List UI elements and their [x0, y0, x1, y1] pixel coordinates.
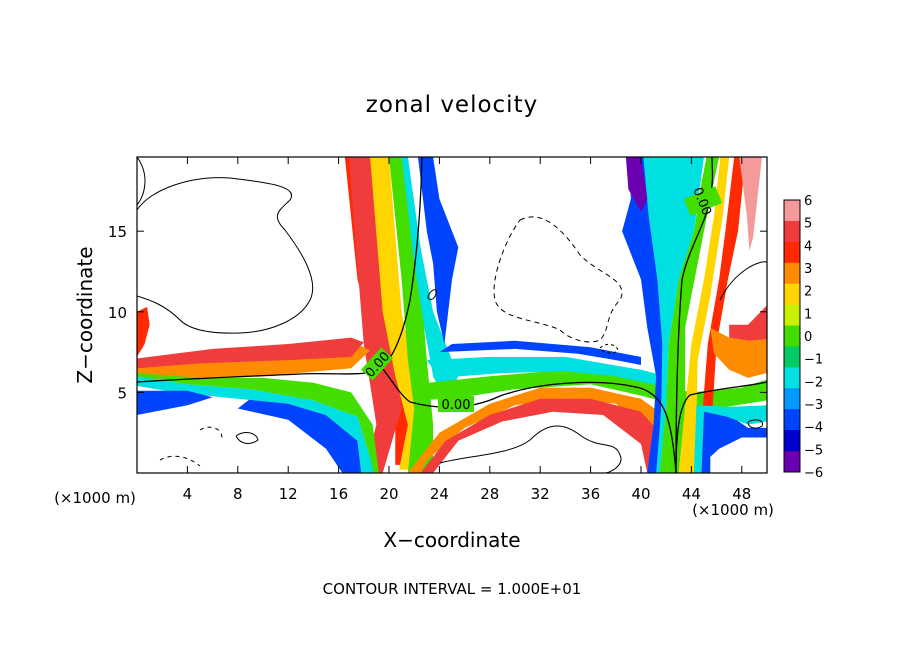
x-tick-label: 36 — [581, 485, 600, 503]
colorbar-label: 6 — [804, 194, 812, 209]
colorbar-label: 4 — [804, 239, 812, 254]
colorbar-label: −1 — [804, 353, 823, 368]
x-tick-label: 8 — [233, 485, 243, 503]
velocity-field — [137, 157, 767, 473]
band-cyan-right-column — [643, 157, 704, 473]
plot-frame — [136, 156, 768, 474]
colorbar-label: 1 — [804, 307, 812, 322]
colorbar-label: −2 — [804, 375, 823, 390]
colorbar-swatch — [784, 430, 800, 452]
y-tick-label: 5 — [117, 384, 127, 402]
colorbar-swatch — [784, 346, 800, 368]
band-blue-right-column — [622, 157, 663, 473]
colorbar-swatch — [784, 262, 800, 285]
band-green-right-column — [659, 157, 720, 473]
colorbar-label: −3 — [804, 398, 823, 413]
x-tick-label: 4 — [183, 485, 193, 503]
band-blue-column — [418, 157, 459, 344]
contour-label: 0.00 — [442, 398, 471, 413]
contour-left-loops — [235, 432, 259, 444]
band-cyan-lower-band — [426, 356, 667, 386]
colorbar: 6 5 4 3 2 1 0 −1 −2 −3 −4 −5 −6 — [783, 194, 823, 481]
contour-right-small — [719, 261, 767, 301]
band-purple-right — [625, 157, 648, 212]
contour-lower-middle — [439, 425, 622, 473]
chart-title: zonal velocity — [366, 92, 538, 118]
contour-dashed-upper — [493, 216, 623, 343]
band-red-layer-left — [137, 337, 364, 369]
x-tick-label: 44 — [682, 485, 701, 503]
colorbar-frame — [783, 199, 801, 473]
contour-small-loop — [427, 289, 437, 301]
colorbar-swatch — [784, 451, 800, 473]
zero-contour-upper-right — [675, 157, 714, 473]
contour-dashed-left-mid — [199, 426, 223, 439]
band-cyan-right-low — [693, 405, 767, 473]
band-pink-right-column — [739, 157, 762, 251]
colorbar-label: 0 — [804, 330, 812, 345]
colorbar-swatch — [784, 283, 800, 306]
band-blue-lower-band — [439, 340, 641, 365]
x-axis: 4 8 12 16 20 24 28 32 36 40 44 48 — [183, 157, 751, 503]
contour-upper-left-blob — [137, 177, 314, 334]
x-unit-left: (×1000 m) — [54, 489, 136, 507]
band-red-lower — [420, 398, 660, 473]
band-blue-right-low — [701, 408, 767, 473]
contour-interval-footer: CONTOUR INTERVAL = 1.000E+01 — [323, 580, 582, 598]
colorbar-label: 3 — [804, 262, 812, 277]
colorbar-swatch — [784, 241, 800, 264]
band-orange-right-lobe — [710, 327, 767, 378]
band-pos-lower-left — [407, 387, 677, 473]
x-unit-right: (×1000 m) — [692, 501, 774, 519]
y-tick-label: 10 — [108, 304, 127, 322]
x-tick-label: 16 — [329, 485, 348, 503]
x-tick-label: 20 — [379, 485, 398, 503]
contour-right-loop — [747, 419, 764, 429]
band-green-lower-left — [137, 373, 379, 473]
colorbar-swatch — [784, 409, 800, 431]
band-cyan-column — [401, 157, 459, 401]
x-tick-label: 40 — [631, 485, 650, 503]
colorbar-swatch — [784, 367, 800, 389]
y-axis: 5 10 15 — [108, 223, 767, 402]
x-tick-label: 32 — [531, 485, 550, 503]
y-axis-label: Z−coordinate — [73, 246, 97, 383]
x-axis-label: X−coordinate — [383, 528, 520, 552]
colorbar-swatch — [784, 220, 800, 243]
colorbar-swatch — [784, 304, 800, 327]
band-yel-column — [370, 157, 421, 470]
band-red-right-column — [695, 157, 746, 473]
y-tick-label: 15 — [108, 223, 127, 241]
band-blue-left-edge — [137, 390, 213, 415]
colorbar-label: −5 — [804, 443, 823, 458]
x-tick-label: 12 — [279, 485, 298, 503]
colorbar-label: 5 — [804, 217, 812, 232]
colorbar-swatch — [784, 325, 800, 347]
colorbar-swatch — [784, 388, 800, 410]
colorbar-swatch — [784, 200, 800, 222]
colorbar-label: −4 — [804, 421, 823, 436]
x-tick-label: 48 — [732, 485, 751, 503]
x-tick-label: 24 — [430, 485, 449, 503]
band-cyan-lower-left — [137, 376, 374, 473]
colorbar-label: 2 — [804, 285, 812, 300]
contour-dashed-small — [599, 343, 619, 354]
band-blue-lower-left — [237, 398, 362, 473]
band-red-right-lobe — [729, 305, 767, 341]
band-pos-left-edge — [137, 306, 150, 357]
band-pos-left-mid — [348, 157, 402, 473]
contour-upper-left-edge — [137, 157, 146, 206]
contour-labels: 0.00 0.00 0.00 — [361, 185, 723, 413]
x-tick-label: 28 — [480, 485, 499, 503]
band-yel-right-column — [678, 157, 730, 473]
colorbar-label: −6 — [804, 466, 823, 481]
zero-contour-lower — [381, 367, 677, 473]
